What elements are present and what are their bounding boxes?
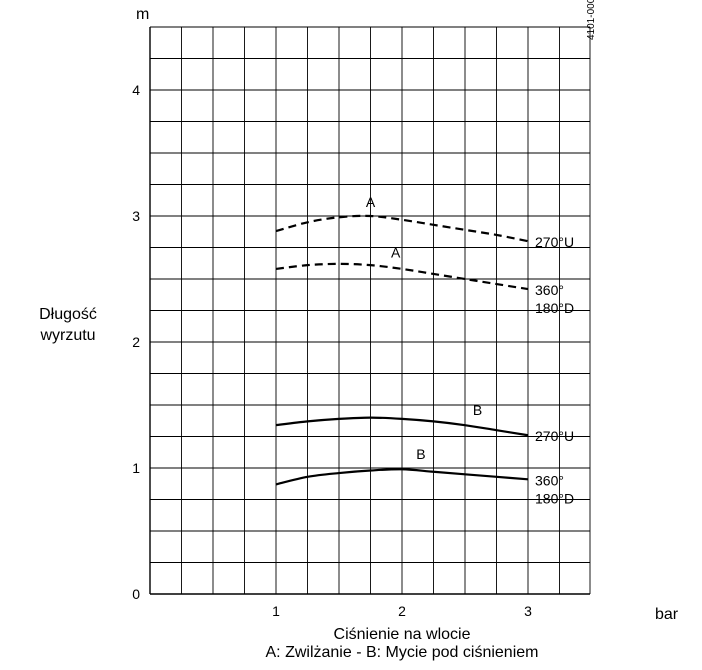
- curve-letter-label: A: [391, 245, 401, 261]
- y-axis-label-line: Długość: [39, 306, 97, 323]
- y-axis-unit: m: [136, 6, 150, 23]
- chart-caption: A: Zwilżanie - B: Mycie pod ciśnieniem: [265, 644, 539, 661]
- series-end-label: 180°D: [535, 300, 574, 316]
- series-end-label: 360°: [535, 472, 564, 488]
- x-tick-label: 3: [524, 603, 532, 619]
- series-line-b: [275, 416, 529, 437]
- series-end-label: 180°D: [535, 490, 574, 506]
- series-line-a: [275, 214, 529, 243]
- y-tick-label: 3: [132, 208, 140, 224]
- y-axis-label: Długość wyrzutu: [28, 304, 108, 346]
- y-tick-label: 1: [132, 460, 140, 476]
- x-tick-label: 2: [398, 603, 406, 619]
- series-end-label: 270°U: [535, 234, 574, 250]
- series-end-label: 270°U: [535, 428, 574, 444]
- series-line-b: [275, 468, 529, 486]
- series-end-label: 360°: [535, 282, 564, 298]
- y-tick-label: 0: [132, 586, 140, 602]
- curve-letter-label: A: [366, 194, 376, 210]
- series-line-a: [275, 262, 529, 291]
- x-tick-label: 1: [272, 603, 280, 619]
- figure-id: 4101-0001: [586, 0, 597, 40]
- x-axis-unit: bar: [655, 606, 679, 623]
- y-tick-label: 2: [132, 334, 140, 350]
- y-tick-label: 4: [132, 82, 140, 98]
- y-axis-label-line: wyrzutu: [40, 327, 96, 344]
- curve-letter-label: B: [473, 402, 482, 418]
- curve-letter-label: B: [416, 446, 425, 462]
- x-axis-label: Ciśnienie na wlocie: [333, 626, 471, 643]
